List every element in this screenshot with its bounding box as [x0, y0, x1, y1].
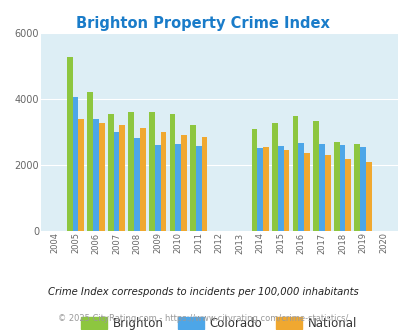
Bar	[277, 146, 283, 231]
Bar	[175, 144, 181, 231]
Bar	[134, 138, 140, 231]
Text: Crime Index corresponds to incidents per 100,000 inhabitants: Crime Index corresponds to incidents per…	[47, 287, 358, 297]
Bar	[303, 153, 309, 231]
Bar	[87, 92, 93, 231]
Bar	[298, 143, 303, 231]
Bar	[201, 137, 207, 231]
Bar	[345, 159, 350, 231]
Text: Brighton Property Crime Index: Brighton Property Crime Index	[76, 16, 329, 31]
Bar	[257, 148, 262, 231]
Bar	[318, 144, 324, 231]
Bar	[333, 142, 339, 231]
Bar	[283, 150, 289, 231]
Bar	[78, 119, 84, 231]
Bar	[313, 121, 318, 231]
Bar	[128, 112, 134, 231]
Bar	[339, 145, 345, 231]
Bar	[251, 129, 257, 231]
Bar	[359, 147, 365, 231]
Bar	[140, 128, 145, 231]
Bar	[99, 123, 104, 231]
Bar	[160, 132, 166, 231]
Bar	[119, 125, 125, 231]
Bar	[154, 145, 160, 231]
Bar	[262, 147, 268, 231]
Bar	[113, 132, 119, 231]
Bar	[365, 162, 371, 231]
Bar	[93, 119, 99, 231]
Legend: Brighton, Colorado, National: Brighton, Colorado, National	[76, 312, 362, 330]
Bar	[354, 144, 359, 231]
Bar	[149, 112, 154, 231]
Bar	[324, 155, 330, 231]
Bar	[169, 114, 175, 231]
Bar	[195, 146, 201, 231]
Text: © 2025 CityRating.com - https://www.cityrating.com/crime-statistics/: © 2025 CityRating.com - https://www.city…	[58, 314, 347, 323]
Bar	[108, 114, 113, 231]
Bar	[67, 57, 72, 231]
Bar	[190, 125, 195, 231]
Bar	[72, 97, 78, 231]
Bar	[292, 116, 298, 231]
Bar	[181, 135, 186, 231]
Bar	[271, 123, 277, 231]
